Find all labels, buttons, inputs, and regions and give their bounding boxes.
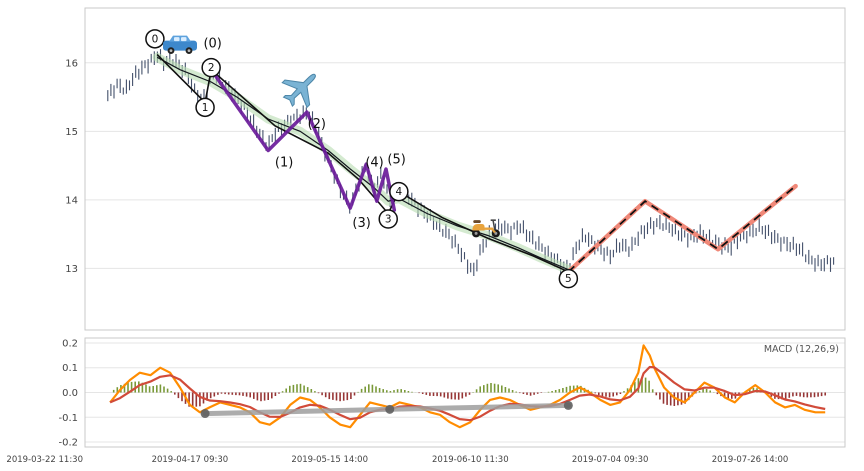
pattern-wave-label: (4): [365, 155, 383, 170]
y-tick-label: 0.2: [62, 338, 78, 349]
wave-point-marker: 0: [145, 29, 165, 49]
scooter-body: [472, 223, 485, 231]
scooter-hub: [474, 231, 478, 235]
car-hub: [169, 49, 173, 52]
pattern-wave-label: (1): [275, 155, 293, 170]
wave-point-circle: [195, 97, 215, 118]
wave-point-circle: [558, 268, 579, 289]
pattern-wave-label: (3): [352, 216, 370, 231]
wave-point-marker: 2: [201, 57, 221, 78]
macd-trend-dot: [563, 400, 573, 410]
y-tick-label: 0.0: [62, 388, 78, 399]
wave-point-number: 3: [385, 214, 392, 226]
scooter-hub: [494, 231, 498, 235]
y-tick-label: 14: [65, 195, 78, 206]
car-window: [181, 37, 187, 42]
wave-point-marker: 4: [389, 181, 409, 202]
pattern-wave-label: (2): [308, 117, 326, 132]
scooter-seat: [473, 220, 481, 224]
y-tick-label: -0.2: [58, 438, 78, 449]
y-tick-label: -0.1: [58, 413, 78, 424]
main-panel-bg: [85, 8, 845, 330]
car-icon: [163, 35, 197, 54]
x-tick-label: 2019-03-22 11:30: [6, 455, 83, 465]
main-panel-border: [84, 7, 846, 331]
wave-point-number: 1: [202, 102, 209, 114]
macd-trend-dot: [200, 409, 210, 419]
wave-point-number: 5: [565, 273, 572, 285]
macd-panel-border: [84, 337, 846, 448]
pattern-wave-label: (5): [387, 153, 405, 168]
car-window: [174, 37, 180, 42]
wave-point-marker: 3: [378, 209, 398, 229]
plane-icon: [281, 73, 316, 109]
wave-point-number: 4: [396, 186, 403, 198]
x-tick-label: 2019-04-17 09:30: [152, 455, 229, 465]
wave-point-circle: [378, 209, 398, 229]
car-hub: [187, 49, 191, 52]
wave-point-circle: [201, 57, 221, 78]
y-tick-label: 16: [65, 58, 78, 69]
wave-point-circle: [145, 29, 165, 49]
x-tick-label: 2019-07-26 14:00: [712, 455, 789, 465]
y-tick-label: 0.1: [62, 363, 78, 374]
wave-point-number: 0: [152, 33, 159, 45]
macd-line: [109, 344, 826, 429]
scooter-floor: [482, 227, 496, 234]
x-tick-label: 2019-05-15 14:00: [291, 455, 368, 465]
x-tick-label: 2019-07-04 09:30: [572, 455, 649, 465]
y-tick-label: 15: [65, 127, 78, 138]
macd-signal-line: [109, 365, 826, 422]
forecast-dashed-line: [567, 185, 797, 273]
plane-body: [281, 73, 316, 109]
pattern-wave-label: (0): [203, 37, 221, 52]
macd-indicator-label: MACD (12,26,9): [763, 344, 839, 355]
macd-trend-dot: [385, 404, 395, 414]
scooter-icon: [472, 219, 500, 238]
wave-point-number: 2: [208, 62, 215, 74]
price-bars: [107, 48, 835, 276]
x-tick-label: 2019-06-10 11:30: [432, 455, 509, 465]
y-tick-label: 13: [65, 264, 78, 275]
pattern-zigzag-line: [209, 67, 397, 212]
wave-point-marker: 5: [558, 268, 579, 289]
wave-point-circle: [389, 181, 409, 202]
scooter-handlebar: [490, 219, 496, 231]
wave-point-marker: 1: [195, 97, 215, 118]
